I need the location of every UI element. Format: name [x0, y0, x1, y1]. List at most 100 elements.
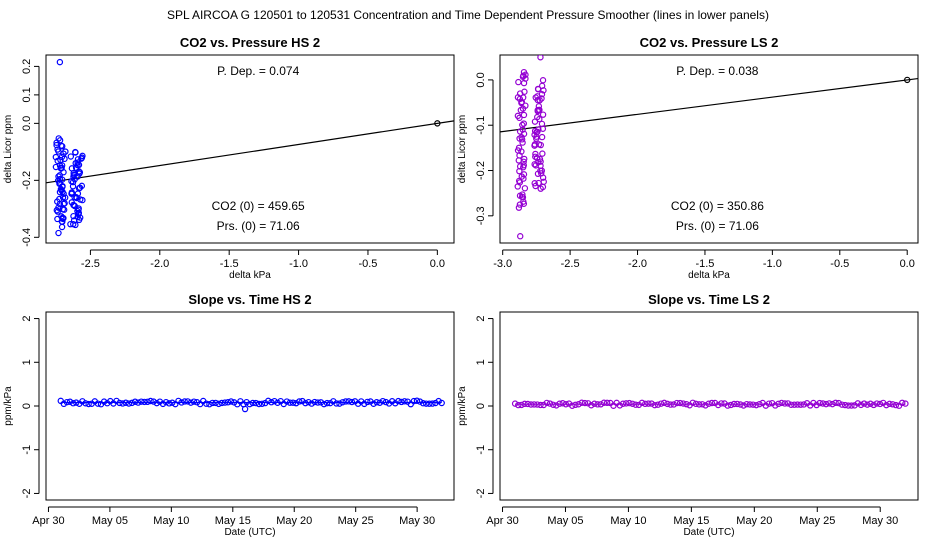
hs-slope-point [147, 397, 154, 405]
hs-pressure-panel: CO2 vs. Pressure HS 2 -2.5 -2.0 -1.5 -1.0 -0.… [3, 35, 455, 281]
hs-slope-point [178, 399, 185, 406]
hs-pressure-point [67, 220, 74, 228]
ls-slope-point [889, 401, 896, 408]
hs-slope-point [203, 400, 210, 407]
ls-slope-point [626, 399, 633, 407]
hs-pressure-point [55, 135, 62, 142]
ls-slope-point [854, 400, 862, 407]
ls-slope-point [575, 401, 582, 408]
hs-slope-x-label: Date (UTC) [224, 527, 275, 538]
hs-pressure-point [55, 204, 62, 211]
hs-slope-point [63, 398, 71, 406]
ls-slope-point [521, 400, 528, 408]
hs-slope-point [100, 398, 108, 405]
ls-slope-point [797, 401, 804, 408]
hs-slope-point [241, 405, 249, 413]
ls-slope-point [680, 400, 687, 407]
ls-pressure-x-tick-label: -3.0 [493, 258, 512, 270]
ls-slope-point [534, 401, 541, 408]
ls-slope-point [740, 402, 747, 409]
ls-pressure-marks [500, 55, 918, 240]
ls-pressure-point [515, 144, 523, 152]
hs-slope-point [345, 398, 352, 405]
ls-pressure-x-tick-label: -0.5 [830, 258, 849, 270]
ls-slope-point [676, 399, 684, 407]
hs-slope-y-tick-label: -2 [21, 489, 33, 499]
hs-slope-point [426, 400, 433, 407]
hs-slope-point [159, 400, 167, 408]
ls-pressure-point [537, 158, 544, 165]
hs-pressure-y-label: delta Licor ppm [3, 115, 14, 183]
hs-slope-point [128, 399, 136, 407]
hs-slope-point [265, 397, 272, 405]
ls-slope-point [622, 400, 630, 407]
ls-slope-point [645, 400, 652, 407]
ls-slope-point [654, 401, 662, 408]
ls-slope-frame [499, 311, 919, 501]
ls-slope-point [718, 400, 725, 407]
ls-pressure-point [515, 157, 522, 164]
ls-slope-point [787, 401, 795, 408]
ls-pressure-point [535, 126, 542, 133]
hs-slope-point [379, 397, 387, 405]
ls-slope-point [632, 401, 639, 408]
ls-slope-point [629, 400, 636, 407]
ls-slope-point [867, 400, 874, 407]
ls-slope-point [543, 399, 551, 407]
hs-pressure-marks [46, 58, 454, 237]
ls-slope-point [699, 401, 706, 408]
hs-pressure-point [70, 217, 78, 224]
ls-slope-point [530, 401, 538, 408]
ls-slope-point [864, 401, 871, 408]
ls-slope-point [899, 399, 906, 407]
ls-slope-point [527, 401, 535, 408]
hs-slope-point [296, 398, 303, 405]
ls-slope-point [775, 400, 782, 408]
ls-pressure-y-label: delta Licor ppm [457, 115, 468, 183]
hs-slope-point [215, 400, 222, 408]
hs-pressure-point [76, 169, 84, 176]
ls-pressure-title: CO2 vs. Pressure LS 2 [640, 35, 779, 50]
ls-pressure-anchor-point [904, 76, 911, 84]
ls-pressure-point [520, 111, 528, 119]
hs-slope-y-tick-label: 2 [21, 315, 33, 321]
ls-slope-point [616, 402, 624, 409]
ls-slope-point [642, 400, 649, 408]
ls-slope-point [569, 402, 576, 409]
hs-slope-x-tick-label: Apr 30 [32, 515, 64, 527]
ls-slope-point [848, 402, 855, 409]
ls-pressure-x-tick-label: -2.5 [561, 258, 580, 270]
hs-slope-point [410, 397, 418, 405]
ls-pressure-point [520, 171, 528, 178]
hs-slope-x-tick-label: May 05 [92, 515, 128, 527]
hs-pressure-p-dep-label: P. Dep. = 0.074 [217, 64, 300, 78]
hs-pressure-point [74, 156, 82, 163]
ls-slope-point [870, 401, 877, 409]
hs-slope-point [373, 399, 380, 406]
hs-slope-point [416, 398, 424, 405]
hs-slope-y-tick-label: -1 [21, 445, 33, 455]
ls-slope-point [794, 401, 801, 408]
hs-slope-point [116, 399, 123, 407]
hs-pressure-point [78, 182, 86, 190]
hs-pressure-x-tick-label: -2.5 [81, 258, 100, 270]
hs-pressure-point [67, 153, 75, 160]
ls-slope-point [591, 400, 598, 407]
hs-pressure-point [68, 165, 76, 172]
ls-pressure-x-tick-label: -2.0 [628, 258, 647, 270]
hs-slope-point [122, 399, 129, 406]
hs-pressure-point [71, 193, 78, 201]
ls-slope-point [689, 399, 697, 406]
ls-pressure-point [538, 120, 546, 128]
ls-slope-point [695, 401, 703, 408]
hs-slope-x-tick-label: May 25 [338, 515, 374, 527]
figure-suptitle: SPL AIRCOA G 120501 to 120531 Concentrat… [167, 8, 769, 22]
hs-pressure-point [56, 172, 63, 179]
ls-slope-x-tick-label: May 15 [673, 515, 709, 527]
ls-pressure-x-tick-label: -1.5 [695, 258, 714, 270]
hs-slope-point [339, 399, 346, 406]
hs-pressure-x-tick-label: -2.0 [150, 258, 169, 270]
ls-pressure-point [532, 153, 539, 160]
hs-pressure-y-tick-label: 0.1 [21, 87, 33, 102]
ls-pressure-point [535, 103, 543, 110]
